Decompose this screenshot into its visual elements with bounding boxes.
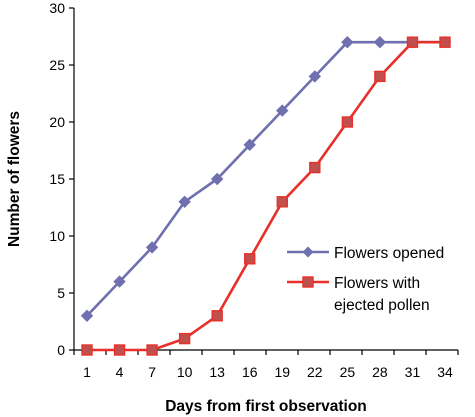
y-tick-label: 15 [49,171,65,187]
legend-label: Flowers with [334,275,420,292]
x-tick-label: 7 [148,364,156,380]
data-point [146,344,158,356]
data-point [113,344,126,356]
data-point [341,116,354,128]
data-point [373,35,387,49]
x-tick-label: 16 [242,364,258,380]
legend-swatch-marker [302,246,314,258]
legend: Flowers opened Flowers with ejected pollen [287,245,444,314]
legend-item-2: Flowers with ejected pollen [287,275,430,314]
series-2 [81,36,451,356]
x-tick-label: 25 [340,364,356,380]
y-tick-label: 0 [57,342,65,358]
series-1 [80,35,452,323]
y-tick-label: 30 [49,0,65,16]
data-point [178,195,191,209]
y-tick-label: 25 [49,57,65,73]
data-point [243,138,256,152]
data-point [341,35,354,49]
axes: 0 5 10 15 20 25 30 1 4 7 10 13 16 19 22 25 28 31 34 [49,0,459,380]
data-point [211,310,223,322]
data-point [374,70,386,83]
data-point [439,36,451,48]
legend-swatch-marker [302,276,314,288]
y-tick-label: 5 [57,285,65,301]
series-layer [80,35,452,356]
x-tick-label: 13 [209,364,225,380]
y-tick-label: 20 [49,114,65,130]
x-tick-label: 19 [274,364,290,380]
data-point [308,70,322,83]
legend-label: ejected pollen [334,297,430,314]
x-tick-label: 10 [177,364,193,380]
x-tick-label: 22 [307,364,323,380]
data-point [81,344,93,356]
data-point [80,309,94,323]
data-point [244,253,256,265]
x-tick-label: 28 [372,364,388,380]
y-axis-title: Number of flowers [6,111,23,247]
data-point [145,241,159,254]
data-point [309,161,321,174]
data-point [406,36,419,48]
data-point [276,196,288,208]
x-tick-label: 31 [405,364,421,380]
x-tick-label: 4 [116,364,124,380]
legend-item-1: Flowers opened [287,245,444,262]
y-tick-label: 10 [49,228,65,244]
data-point [113,275,126,288]
x-tick-label: 34 [437,364,453,380]
data-point [178,332,191,345]
data-point [276,104,289,117]
x-axis-title: Days from first observation [165,398,367,415]
data-point [210,172,224,186]
legend-label: Flowers opened [334,245,444,262]
x-tick-label: 1 [83,364,91,380]
